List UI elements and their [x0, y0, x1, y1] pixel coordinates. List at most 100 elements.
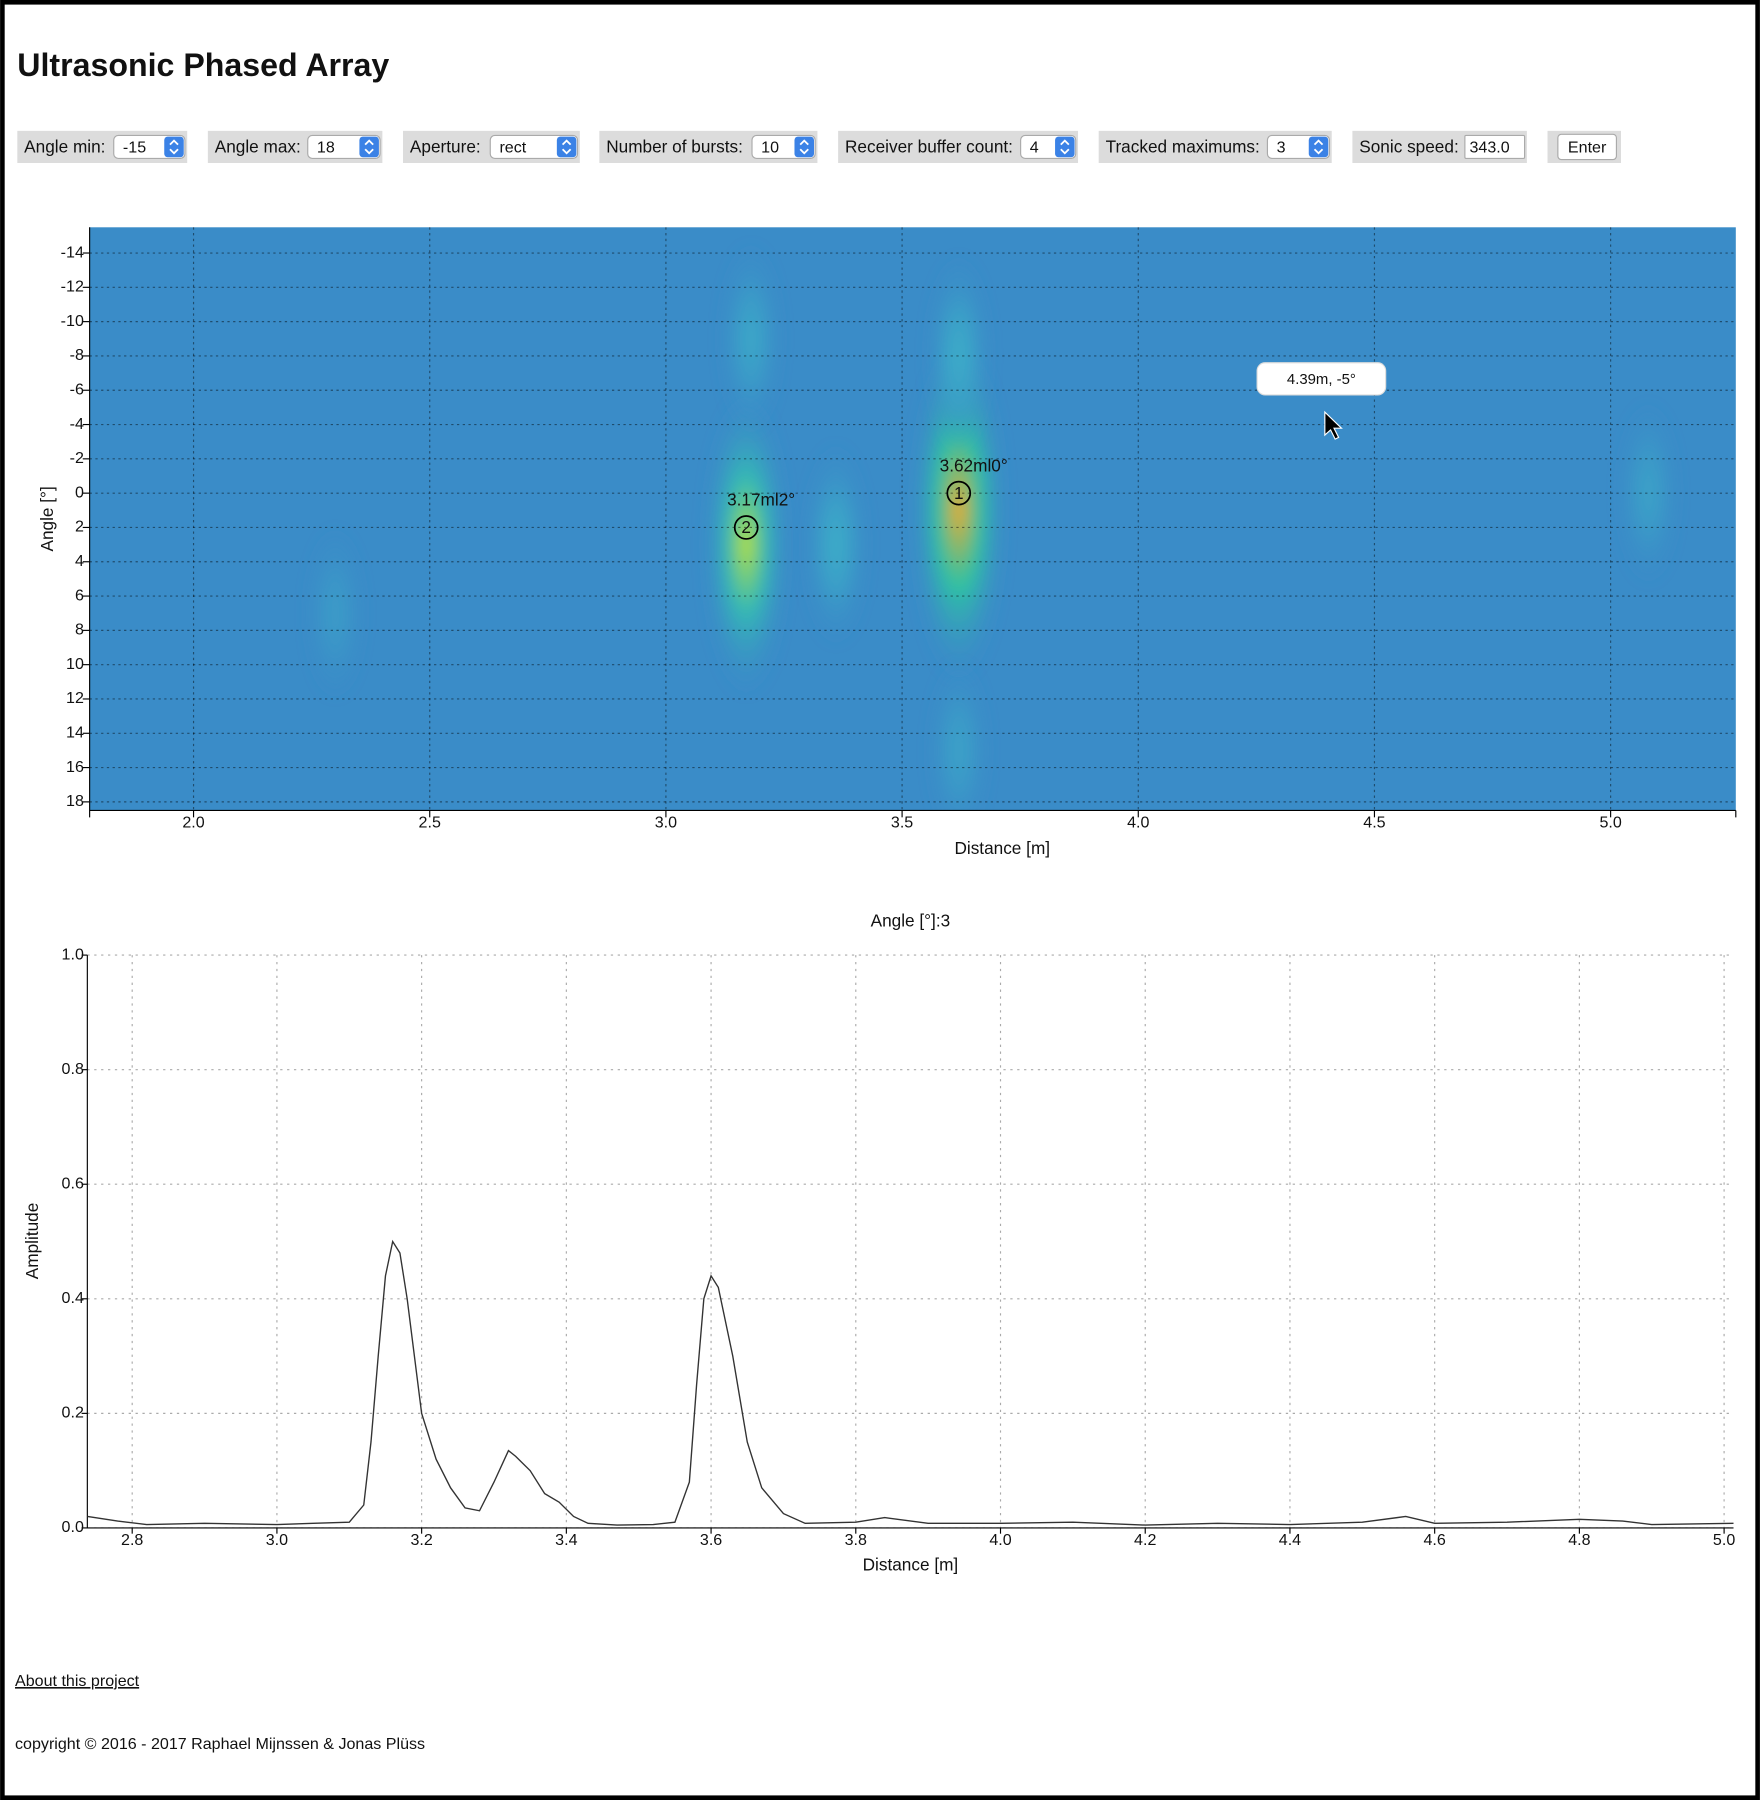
control-label: Tracked maximums:: [1106, 137, 1260, 157]
tooltip: [1256, 362, 1387, 396]
y-axis-label: Amplitude: [22, 1203, 42, 1279]
y-tick-label: 2: [75, 518, 84, 536]
maximum-label: 3.17ml2°: [727, 490, 795, 510]
x-tick-label: 3.4: [555, 1531, 577, 1549]
y-tick-label: 16: [66, 758, 84, 776]
y-tick-label: -12: [61, 278, 84, 296]
x-axis-label: Distance [m]: [863, 1554, 959, 1574]
y-tick-label: 6: [75, 586, 84, 604]
amplitude-line: [87, 1239, 1734, 1526]
page-title: Ultrasonic Phased Array: [17, 47, 389, 83]
select-arrow: [1308, 136, 1329, 158]
x-tick-label: 4.0: [1127, 813, 1149, 831]
heat-blob: [1618, 403, 1679, 583]
x-tick-label: 3.6: [700, 1531, 722, 1549]
maximum-marker: [946, 480, 972, 506]
y-tick-label: 8: [75, 621, 84, 639]
heat-blob: [926, 256, 991, 456]
control-value: 18: [317, 138, 335, 156]
axes: [86, 955, 1734, 1529]
y-tick-label: 14: [66, 724, 84, 742]
enter-button[interactable]: [1557, 133, 1617, 161]
control-label: Angle min:: [24, 137, 105, 157]
x-tick-label: 5.0: [1713, 1531, 1735, 1549]
control-value: 3: [1277, 138, 1286, 156]
y-tick-label: 0.4: [62, 1289, 84, 1307]
y-tick-label: 1.0: [62, 945, 84, 963]
x-tick-label: 4.2: [1134, 1531, 1156, 1549]
control-value: 343.0: [1469, 138, 1509, 156]
y-tick-label: -14: [61, 243, 84, 261]
select-chevrons: [799, 139, 809, 155]
y-tick-label: 10: [66, 655, 84, 673]
select[interactable]: [489, 134, 579, 159]
control-label: Sonic speed:: [1359, 137, 1458, 157]
select-arrow: [359, 136, 379, 158]
x-tick-label: 5.0: [1599, 813, 1621, 831]
heat-blob: [719, 244, 782, 434]
y-tick-label: -4: [70, 415, 84, 433]
select-arrow: [556, 136, 577, 158]
heat-blob: [702, 393, 790, 697]
axes: [89, 227, 1737, 818]
x-tick-label: 4.8: [1568, 1531, 1590, 1549]
text-input[interactable]: [1464, 134, 1526, 159]
control-value: rect: [499, 138, 526, 156]
select-arrow: [1055, 136, 1075, 158]
select-chevrons: [1313, 139, 1324, 155]
x-tick-label: 4.4: [1279, 1531, 1301, 1549]
control-value: 4: [1030, 138, 1039, 156]
controls: Angle min: -15 Angle max: 18 Aperture: rect Nu…: [17, 130, 1622, 164]
select-chevrons: [1060, 139, 1070, 155]
y-tick-label: 0: [75, 483, 84, 501]
y-tick-label: -2: [70, 449, 84, 467]
copyright: copyright © 2016 - 2017 Raphael Mijnssen…: [15, 1735, 425, 1753]
y-tick-label: -10: [61, 312, 84, 330]
control-label: Receiver buffer count:: [845, 137, 1013, 157]
select-arrow: [164, 136, 184, 158]
select-arrow: [794, 136, 814, 158]
y-tick-label: 12: [66, 689, 84, 707]
select-chevrons: [364, 139, 374, 155]
heat-blob: [910, 338, 1007, 683]
y-tick-label: 0.6: [62, 1174, 84, 1192]
select-chevrons: [561, 139, 572, 155]
y-axis-label: Angle [°]: [37, 486, 57, 551]
tooltip-text: 4.39m, -5°: [1287, 371, 1356, 388]
x-tick-label: 3.0: [266, 1531, 288, 1549]
x-tick-label: 3.2: [410, 1531, 432, 1549]
heat-blob: [803, 444, 869, 645]
x-tick-label: 2.8: [121, 1531, 143, 1549]
control-label: Angle max:: [215, 137, 301, 157]
x-tick-label: 3.5: [891, 813, 913, 831]
control-label: Aperture:: [410, 137, 481, 157]
y-tick-label: 18: [66, 792, 84, 810]
y-tick-label: -8: [70, 346, 84, 364]
cursor: [1324, 410, 1343, 440]
x-tick-label: 3.0: [655, 813, 677, 831]
x-tick-label: 4.5: [1363, 813, 1385, 831]
y-tick-label: 0.8: [62, 1060, 84, 1078]
maximum-rank: 2: [741, 517, 751, 537]
x-axis-label: Distance [m]: [954, 838, 1050, 858]
maximum-marker: [733, 515, 759, 540]
x-tick-label: 2.5: [419, 813, 441, 831]
x-tick-label: 3.8: [845, 1531, 867, 1549]
y-tick-label: 4: [75, 552, 84, 570]
x-tick-label: 2.0: [182, 813, 204, 831]
y-tick-label: 0.2: [62, 1404, 84, 1422]
enter-label: Enter: [1568, 138, 1607, 156]
maximum-label: 3.62ml0°: [940, 455, 1008, 475]
heat-blob: [928, 660, 989, 811]
select-chevrons: [169, 139, 179, 155]
x-tick-label: 4.0: [989, 1531, 1011, 1549]
y-tick-label: 0.0: [62, 1518, 84, 1536]
heat-blob: [306, 528, 364, 698]
about-link[interactable]: About this project: [15, 1672, 140, 1690]
x-tick-label: 4.6: [1423, 1531, 1445, 1549]
chart-title: Angle [°]:3: [871, 910, 951, 930]
control-value: -15: [123, 138, 146, 156]
heatmap-blobs: [306, 244, 1679, 811]
